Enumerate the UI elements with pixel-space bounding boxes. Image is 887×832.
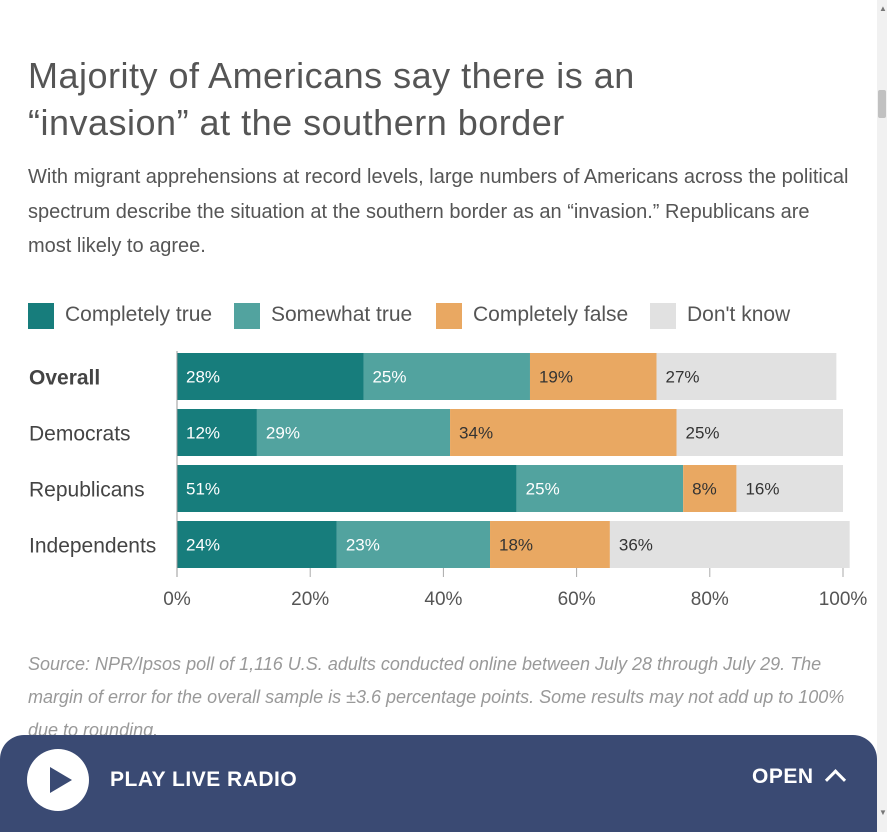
data-label: 25% [526,480,560,499]
category-label: Independents [29,535,156,558]
scroll-up-arrow-icon[interactable]: ▲ [879,4,887,13]
chart-title: Majority of Americans say there is an “i… [28,52,828,146]
data-label: 29% [266,424,300,443]
x-tick-label: 80% [691,589,729,610]
scrollbar[interactable]: ▲ ▼ [877,0,887,832]
play-button[interactable] [27,749,89,811]
data-label: 24% [186,536,220,555]
bar-segment [516,465,684,512]
stacked-bar-chart: 28% 25% 19% 27% Overall 12% 29% 34% 25% Democrats… [29,351,868,610]
source-note: Source: NPR/Ipsos poll of 1,116 U.S. adu… [28,654,845,740]
title-line-2: “invasion” at the southern border [28,102,565,143]
data-label: 25% [372,368,406,387]
x-tick-label: 40% [424,589,462,610]
legend-swatch [234,303,260,329]
data-label: 8% [692,480,717,499]
data-label: 25% [686,424,720,443]
play-live-radio-label: PLAY LIVE RADIO [110,768,298,791]
legend-label: Somewhat true [271,303,413,326]
legend-swatch [650,303,676,329]
bar-segment [363,353,530,400]
bar-segment [609,521,850,568]
x-tick-label: 100% [819,589,868,610]
x-tick-label: 0% [163,589,191,610]
data-label: 51% [186,480,220,499]
live-radio-player: PLAY LIVE RADIO OPEN [0,735,877,832]
data-label: 28% [186,368,220,387]
x-tick-label: 20% [291,589,329,610]
open-label: OPEN [752,765,814,788]
data-label: 23% [346,536,380,555]
data-label: 27% [666,368,700,387]
data-label: 16% [745,480,779,499]
bar-segment [177,409,257,456]
bar-segment [683,465,737,512]
data-label: 18% [499,536,533,555]
data-label: 12% [186,424,220,443]
legend-swatch [28,303,54,329]
open-player-button[interactable]: OPEN [752,765,847,795]
data-label: 19% [539,368,573,387]
title-line-1: Majority of Americans say there is an [28,55,635,96]
data-label: 34% [459,424,493,443]
bar-segment [529,353,657,400]
category-label: Democrats [29,423,131,446]
bar-segment [177,521,337,568]
play-icon [50,767,72,793]
legend-label: Don't know [687,303,791,326]
category-label: Overall [29,367,100,390]
scroll-thumb[interactable] [878,90,886,118]
legend-label: Completely false [473,303,629,326]
legend-swatch [436,303,462,329]
bar-segment [736,465,843,512]
legend-label: Completely true [65,303,213,326]
bar-segment [336,521,491,568]
category-label: Republicans [29,479,145,502]
data-label: 36% [619,536,653,555]
bar-segment [450,409,677,456]
bar-segment [676,409,843,456]
chart-subtitle: With migrant apprehensions at record lev… [28,166,849,257]
x-tick-label: 60% [558,589,596,610]
bar-segment [177,465,517,512]
bar-segment [656,353,837,400]
bar-segment [177,353,364,400]
scroll-down-arrow-icon[interactable]: ▼ [879,808,887,817]
chevron-up-icon [824,769,847,791]
bar-segment [256,409,451,456]
bar-segment [490,521,610,568]
